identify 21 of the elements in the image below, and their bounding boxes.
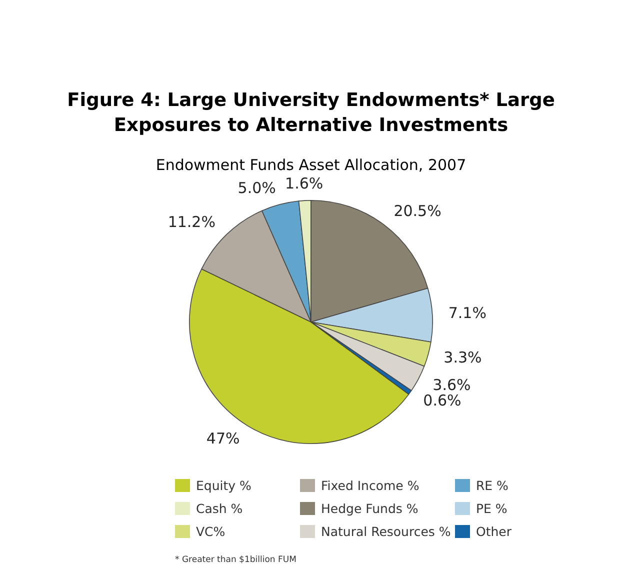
data-label: 11.2% xyxy=(168,212,216,231)
data-label: 20.5% xyxy=(394,202,442,220)
data-label: 1.6% xyxy=(285,174,324,192)
legend-label: Natural Resources % xyxy=(321,524,451,539)
legend-label: PE % xyxy=(476,501,508,516)
data-label: 5.0% xyxy=(238,178,276,197)
chart-subtitle: Endowment Funds Asset Allocation, 2007 xyxy=(154,156,468,174)
data-label: 7.1% xyxy=(448,304,486,322)
legend-label: VC% xyxy=(196,524,226,539)
legend-label: Equity % xyxy=(196,478,252,493)
legend-label: Hedge Funds % xyxy=(321,501,418,516)
legend-label: RE % xyxy=(476,478,508,493)
text: * Greater than $1billion FUM xyxy=(175,555,298,565)
data-label: 0.6% xyxy=(423,392,462,410)
legend-label: Fixed Income % xyxy=(321,478,420,493)
chart-title: Figure 4: Large University Endowments* Large Exposures to Alternative Investments xyxy=(66,89,556,138)
legend-label: Other xyxy=(476,524,512,539)
data-label: 47% xyxy=(206,430,240,448)
data-label: 3.6% xyxy=(432,376,471,394)
data-label: 3.3% xyxy=(444,348,482,366)
legend-label: Cash % xyxy=(196,501,243,516)
